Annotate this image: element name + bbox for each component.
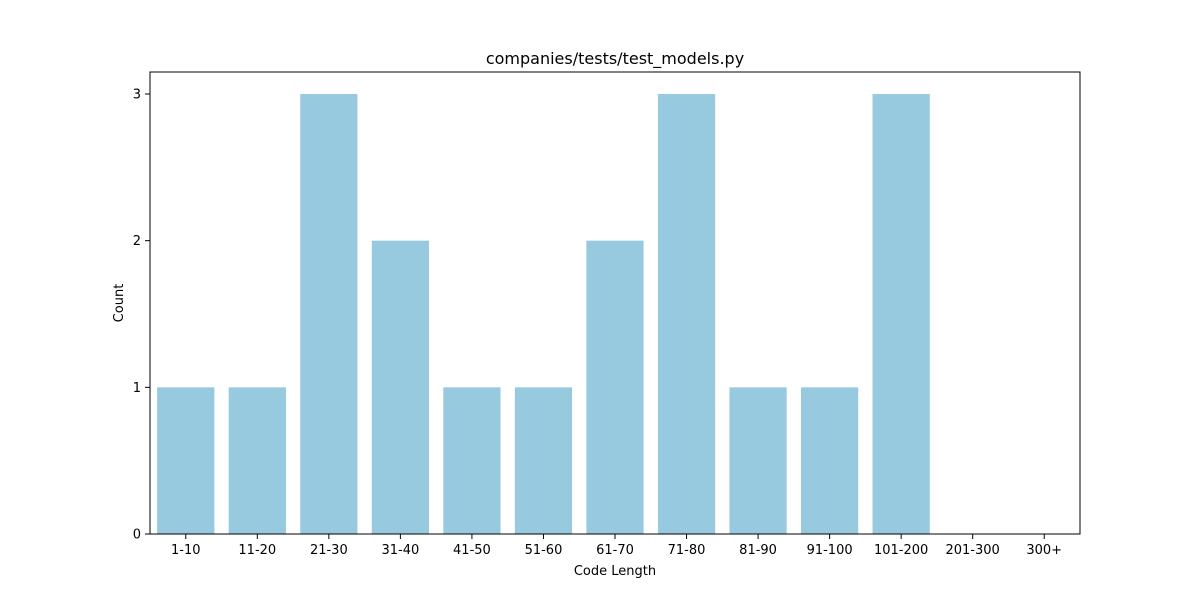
bar-41-50 <box>443 387 500 534</box>
x-tick-label: 1-10 <box>171 543 201 558</box>
y-tick-label: 2 <box>133 234 141 249</box>
bar-81-90 <box>729 387 786 534</box>
bar-71-80 <box>658 94 715 534</box>
y-tick-label: 0 <box>133 528 141 543</box>
x-tick-label: 201-300 <box>946 543 1000 558</box>
bar-11-20 <box>229 387 286 534</box>
x-tick-label: 91-100 <box>807 543 853 558</box>
x-tick-label: 41-50 <box>453 543 491 558</box>
bar-31-40 <box>372 241 429 534</box>
x-axis-ticks: 1-10 11-20 21-30 31-40 41-50 51-60 61-70 71-80 8… <box>171 534 1062 558</box>
x-tick-label: 300+ <box>1026 543 1062 558</box>
x-tick-label: 101-200 <box>874 543 928 558</box>
x-tick-label: 21-30 <box>310 543 348 558</box>
x-tick-label: 51-60 <box>525 543 563 558</box>
bars-group <box>157 94 930 534</box>
bar-101-200 <box>873 94 930 534</box>
bar-61-70 <box>586 241 643 534</box>
chart-title: companies/tests/test_models.py <box>486 49 744 69</box>
x-tick-label: 11-20 <box>238 543 276 558</box>
bar-91-100 <box>801 387 858 534</box>
bar-1-10 <box>157 387 214 534</box>
y-axis-title: Count <box>112 284 127 323</box>
x-tick-label: 31-40 <box>381 543 419 558</box>
y-tick-label: 3 <box>133 88 141 103</box>
bar-21-30 <box>300 94 357 534</box>
x-axis-title: Code Length <box>574 564 656 579</box>
y-axis-ticks: 0 1 2 3 <box>133 88 150 543</box>
x-tick-label: 61-70 <box>596 543 634 558</box>
x-tick-label: 71-80 <box>668 543 706 558</box>
y-tick-label: 1 <box>133 381 141 396</box>
x-tick-label: 81-90 <box>739 543 777 558</box>
bar-51-60 <box>515 387 572 534</box>
